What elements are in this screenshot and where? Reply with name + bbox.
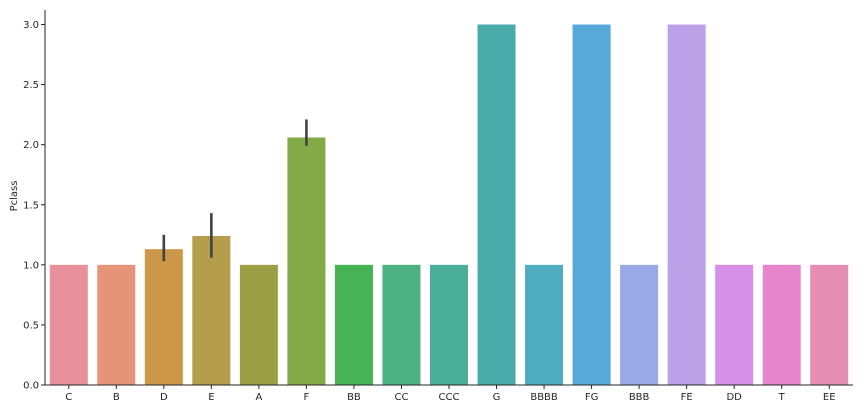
bar-G (477, 24, 516, 385)
bar-E (192, 235, 231, 385)
y-tick-label: 2.5 (23, 80, 39, 91)
x-tick-label-CCC: CCC (439, 392, 460, 403)
bar-D (144, 249, 183, 385)
y-tick-label: 3.0 (23, 20, 39, 31)
x-tick-label-BB: BB (347, 392, 361, 403)
axes-group: C B D E A F BB CC CCC G BBBB FG BBB FE DD T EE0.00.51.01… (23, 10, 853, 403)
bar-F (287, 137, 326, 385)
bar-T (762, 264, 801, 385)
y-tick-label: 1.0 (23, 260, 39, 271)
y-axis-label: Pclass (9, 181, 20, 212)
bar-CC (382, 264, 421, 385)
bar-C (49, 264, 88, 385)
bar-DD (715, 264, 754, 385)
x-tick-label-A: A (255, 392, 262, 403)
x-tick-label-CC: CC (394, 392, 408, 403)
bar-B (97, 264, 136, 385)
error-bars-group (162, 119, 308, 262)
x-tick-label-FG: FG (585, 392, 599, 403)
bar-BBB (620, 264, 659, 385)
bar-A (239, 264, 278, 385)
x-tick-label-FE: FE (681, 392, 693, 403)
x-tick-label-E: E (208, 392, 214, 403)
bars-group (49, 24, 849, 385)
y-tick-label: 1.5 (23, 200, 39, 211)
bar-EE (810, 264, 849, 385)
x-tick-label-EE: EE (823, 392, 836, 403)
x-tick-label-B: B (113, 392, 120, 403)
x-tick-label-T: T (778, 392, 786, 403)
y-tick-label: 2.0 (23, 140, 39, 151)
x-tick-label-BBBB: BBBB (530, 392, 558, 403)
bar-BBBB (525, 264, 564, 385)
x-tick-label-F: F (304, 392, 310, 403)
y-tick-label: 0.0 (23, 381, 39, 392)
x-tick-label-G: G (493, 392, 501, 403)
x-tick-label-DD: DD (726, 392, 742, 403)
bar-BB (334, 264, 373, 385)
bar-FG (572, 24, 611, 385)
x-tick-label-C: C (65, 392, 72, 403)
bar-FE (667, 24, 706, 385)
y-tick-label: 0.5 (23, 320, 39, 331)
bar-CCC (429, 264, 469, 385)
x-tick-label-D: D (160, 392, 168, 403)
x-tick-label-BBB: BBB (629, 392, 650, 403)
